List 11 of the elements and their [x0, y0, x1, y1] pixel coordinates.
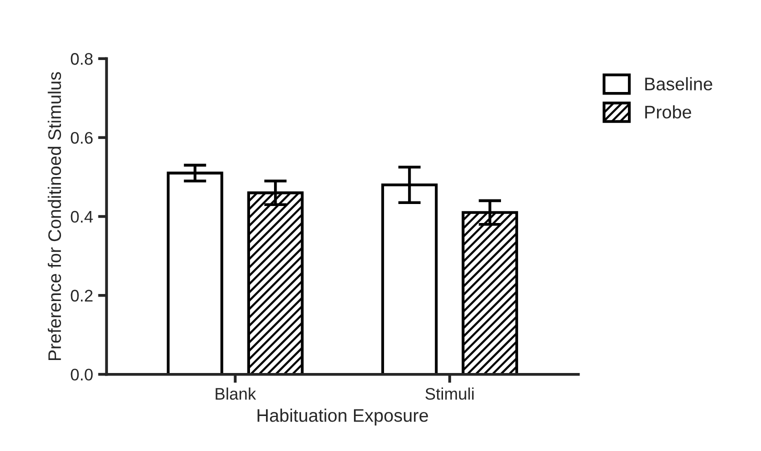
legend-label: Baseline — [645, 77, 712, 90]
y-tick-label: 0.6 — [70, 132, 93, 144]
y-tick-label: 0.8 — [70, 53, 93, 65]
x-tick-label: Blank — [216, 388, 256, 400]
y-tick-label: 0.4 — [70, 210, 93, 223]
x-tick-label: Stimuli — [425, 388, 474, 400]
y-axis-title: Preference for Conditinoed Stimulus — [48, 72, 62, 360]
y-tick-label: 0.2 — [70, 290, 93, 302]
legend-label: Probe — [645, 105, 692, 119]
y-tick-label: 0.0 — [70, 368, 93, 381]
x-axis-title: Habituation Exposure — [258, 408, 428, 426]
